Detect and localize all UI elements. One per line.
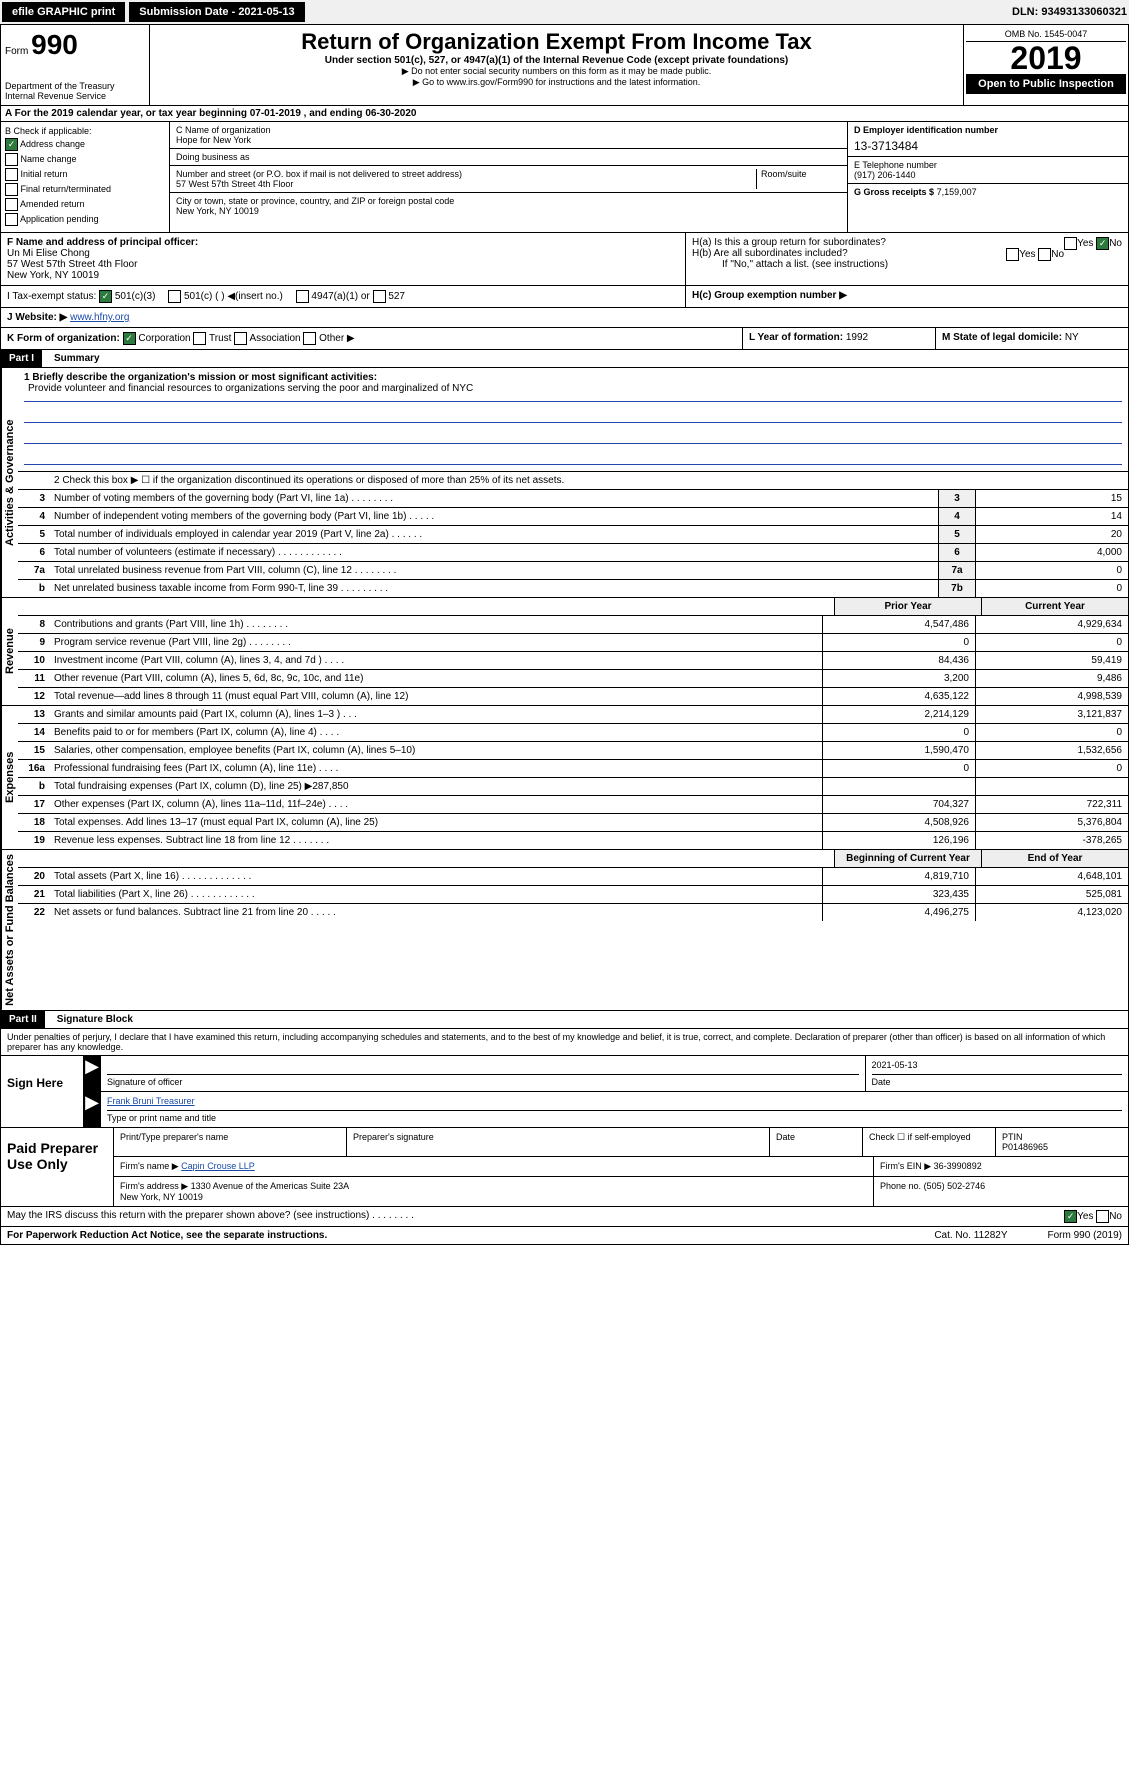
paid-preparer-block: Paid Preparer Use Only Print/Type prepar… [0, 1128, 1129, 1207]
note1: ▶ Do not enter social security numbers o… [154, 66, 959, 77]
summary-row: 21 Total liabilities (Part X, line 26) .… [18, 886, 1128, 904]
row-f-h: F Name and address of principal officer:… [0, 233, 1129, 286]
subtitle: Under section 501(c), 527, or 4947(a)(1)… [154, 55, 959, 66]
form-number: 990 [31, 29, 78, 60]
row-i-hc: I Tax-exempt status: ✓ 501(c)(3) 501(c) … [0, 286, 1129, 308]
summary-row: 4 Number of independent voting members o… [18, 508, 1128, 526]
summary-row: b Net unrelated business taxable income … [18, 580, 1128, 597]
summary-block: Activities & Governance 1 Briefly descri… [0, 368, 1129, 598]
box-b: B Check if applicable: ✓ Address change … [1, 122, 170, 232]
summary-row: b Total fundraising expenses (Part IX, c… [18, 778, 1128, 796]
perjury-text: Under penalties of perjury, I declare th… [0, 1029, 1129, 1056]
part-ii-header: Part II Signature Block [0, 1011, 1129, 1029]
summary-row: 3 Number of voting members of the govern… [18, 490, 1128, 508]
box-d-e-g: D Employer identification number13-37134… [848, 122, 1128, 232]
footer: For Paperwork Reduction Act Notice, see … [0, 1227, 1129, 1245]
summary-row: 5 Total number of individuals employed i… [18, 526, 1128, 544]
check-app-pending[interactable]: Application pending [5, 213, 165, 226]
header-block: B Check if applicable: ✓ Address change … [0, 122, 1129, 233]
website-link[interactable]: www.hfny.org [70, 312, 129, 323]
dln-text: DLN: 93493133060321 [1012, 6, 1127, 18]
check-address-change[interactable]: ✓ Address change [5, 138, 165, 151]
exp-label: Expenses [1, 706, 18, 849]
summary-row: 16a Professional fundraising fees (Part … [18, 760, 1128, 778]
summary-row: 11 Other revenue (Part VIII, column (A),… [18, 670, 1128, 688]
gov-label: Activities & Governance [1, 368, 18, 597]
summary-row: 8 Contributions and grants (Part VIII, l… [18, 616, 1128, 634]
form-title: Return of Organization Exempt From Incom… [154, 29, 959, 55]
summary-row: 10 Investment income (Part VIII, column … [18, 652, 1128, 670]
dept-text: Department of the Treasury Internal Reve… [5, 81, 145, 101]
summary-row: 14 Benefits paid to or for members (Part… [18, 724, 1128, 742]
discuss-row: May the IRS discuss this return with the… [0, 1207, 1129, 1227]
section-a: A For the 2019 calendar year, or tax yea… [0, 106, 1129, 122]
summary-row: 17 Other expenses (Part IX, column (A), … [18, 796, 1128, 814]
row-j: J Website: ▶ www.hfny.org [0, 308, 1129, 328]
summary-row: 13 Grants and similar amounts paid (Part… [18, 706, 1128, 724]
summary-row: 6 Total number of volunteers (estimate i… [18, 544, 1128, 562]
part-i-header: Part I Summary [0, 350, 1129, 368]
sign-here-block: Sign Here ▶ Signature of officer 2021-05… [0, 1056, 1129, 1128]
open-public-badge: Open to Public Inspection [966, 74, 1126, 94]
row-k-l-m: K Form of organization: ✓ Corporation Tr… [0, 328, 1129, 350]
check-amended[interactable]: Amended return [5, 198, 165, 211]
efile-button[interactable]: efile GRAPHIC print [2, 2, 125, 22]
summary-row: 18 Total expenses. Add lines 13–17 (must… [18, 814, 1128, 832]
toolbar: efile GRAPHIC print Submission Date - 20… [0, 0, 1129, 25]
summary-row: 12 Total revenue—add lines 8 through 11 … [18, 688, 1128, 705]
summary-row: 19 Revenue less expenses. Subtract line … [18, 832, 1128, 849]
note2: ▶ Go to www.irs.gov/Form990 for instruct… [154, 77, 959, 88]
tax-year: 2019 [966, 42, 1126, 74]
submission-date-button[interactable]: Submission Date - 2021-05-13 [129, 2, 304, 22]
net-label: Net Assets or Fund Balances [1, 850, 18, 1010]
form-header: Form 990 Department of the Treasury Inte… [0, 25, 1129, 106]
summary-row: 9 Program service revenue (Part VIII, li… [18, 634, 1128, 652]
summary-row: 22 Net assets or fund balances. Subtract… [18, 904, 1128, 921]
check-final-return[interactable]: Final return/terminated [5, 183, 165, 196]
summary-row: 7a Total unrelated business revenue from… [18, 562, 1128, 580]
summary-row: 15 Salaries, other compensation, employe… [18, 742, 1128, 760]
check-name-change[interactable]: Name change [5, 153, 165, 166]
check-initial-return[interactable]: Initial return [5, 168, 165, 181]
rev-label: Revenue [1, 598, 18, 705]
summary-row: 20 Total assets (Part X, line 16) . . . … [18, 868, 1128, 886]
box-c: C Name of organizationHope for New York … [170, 122, 848, 232]
form-label: Form [5, 46, 28, 57]
